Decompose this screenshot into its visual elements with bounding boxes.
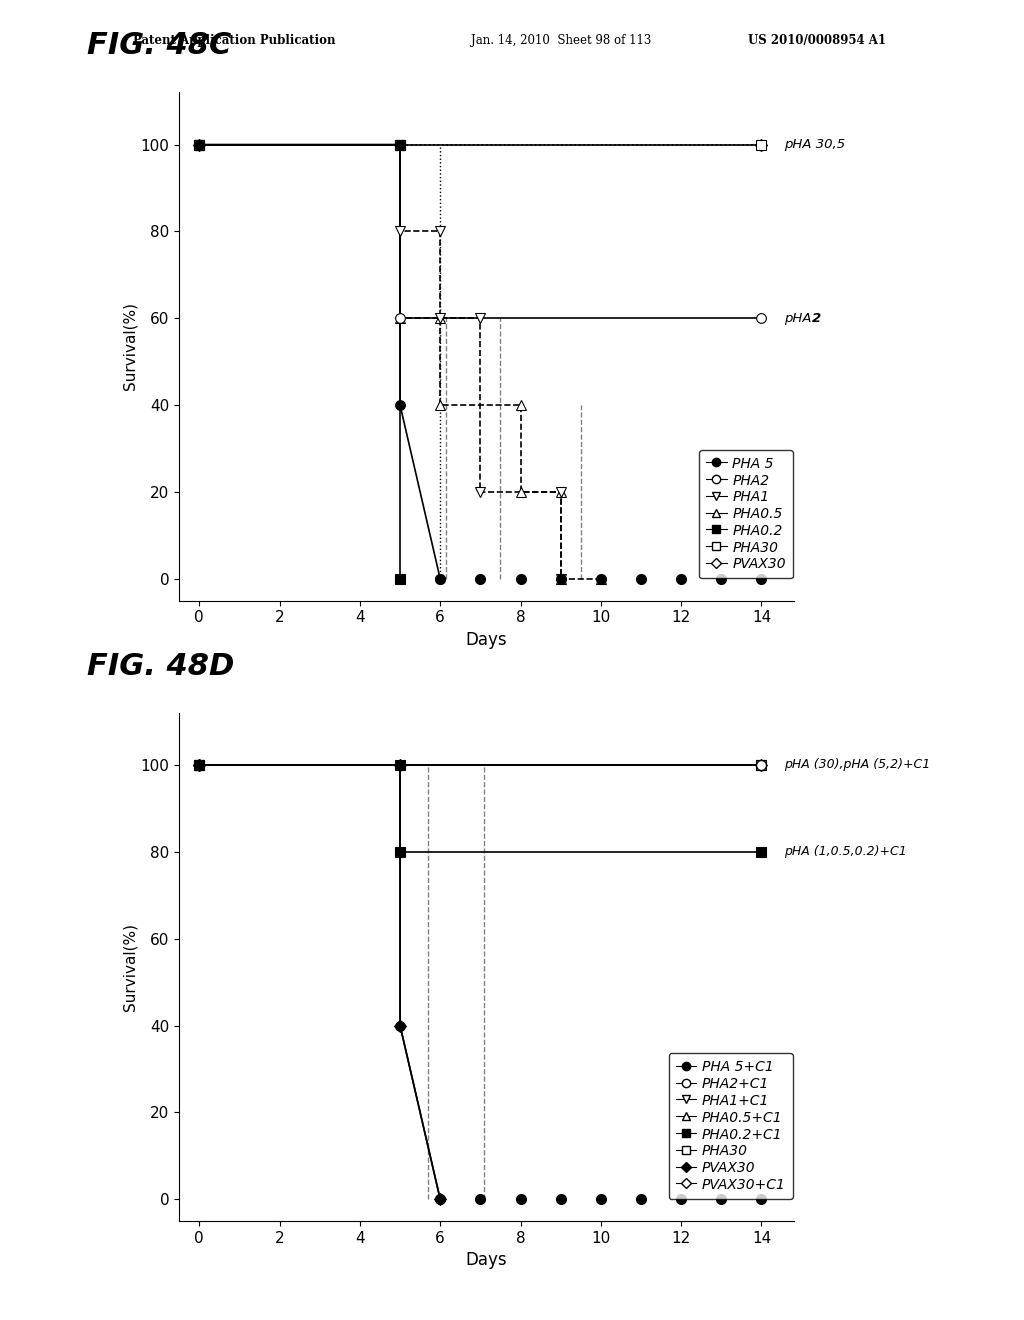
Text: pHA 30,5: pHA 30,5 — [783, 139, 845, 150]
Y-axis label: Survival(%): Survival(%) — [123, 302, 138, 391]
Legend: PHA 5+C1, PHA2+C1, PHA1+C1, PHA0.5+C1, PHA0.2+C1, PHA30, PVAX30, PVAX30+C1: PHA 5+C1, PHA2+C1, PHA1+C1, PHA0.5+C1, P… — [669, 1053, 793, 1199]
Text: US 2010/0008954 A1: US 2010/0008954 A1 — [748, 34, 886, 48]
X-axis label: Days: Days — [466, 631, 507, 649]
Legend: PHA 5, PHA2, PHA1, PHA0.5, PHA0.2, PHA30, PVAX30: PHA 5, PHA2, PHA1, PHA0.5, PHA0.2, PHA30… — [699, 450, 793, 578]
Text: pHA (30),pHA (5,2)+C1: pHA (30),pHA (5,2)+C1 — [783, 759, 930, 771]
Text: pHA: pHA — [783, 312, 815, 325]
X-axis label: Days: Days — [466, 1251, 507, 1270]
Text: Patent Application Publication: Patent Application Publication — [133, 34, 336, 48]
Y-axis label: Survival(%): Survival(%) — [123, 923, 138, 1011]
Text: Jan. 14, 2010  Sheet 98 of 113: Jan. 14, 2010 Sheet 98 of 113 — [471, 34, 651, 48]
Text: FIG. 48C: FIG. 48C — [87, 32, 231, 61]
Text: FIG. 48D: FIG. 48D — [87, 652, 234, 681]
Text: pHA (1,0.5,0.2)+C1: pHA (1,0.5,0.2)+C1 — [783, 845, 906, 858]
Text: 2: 2 — [812, 312, 821, 325]
